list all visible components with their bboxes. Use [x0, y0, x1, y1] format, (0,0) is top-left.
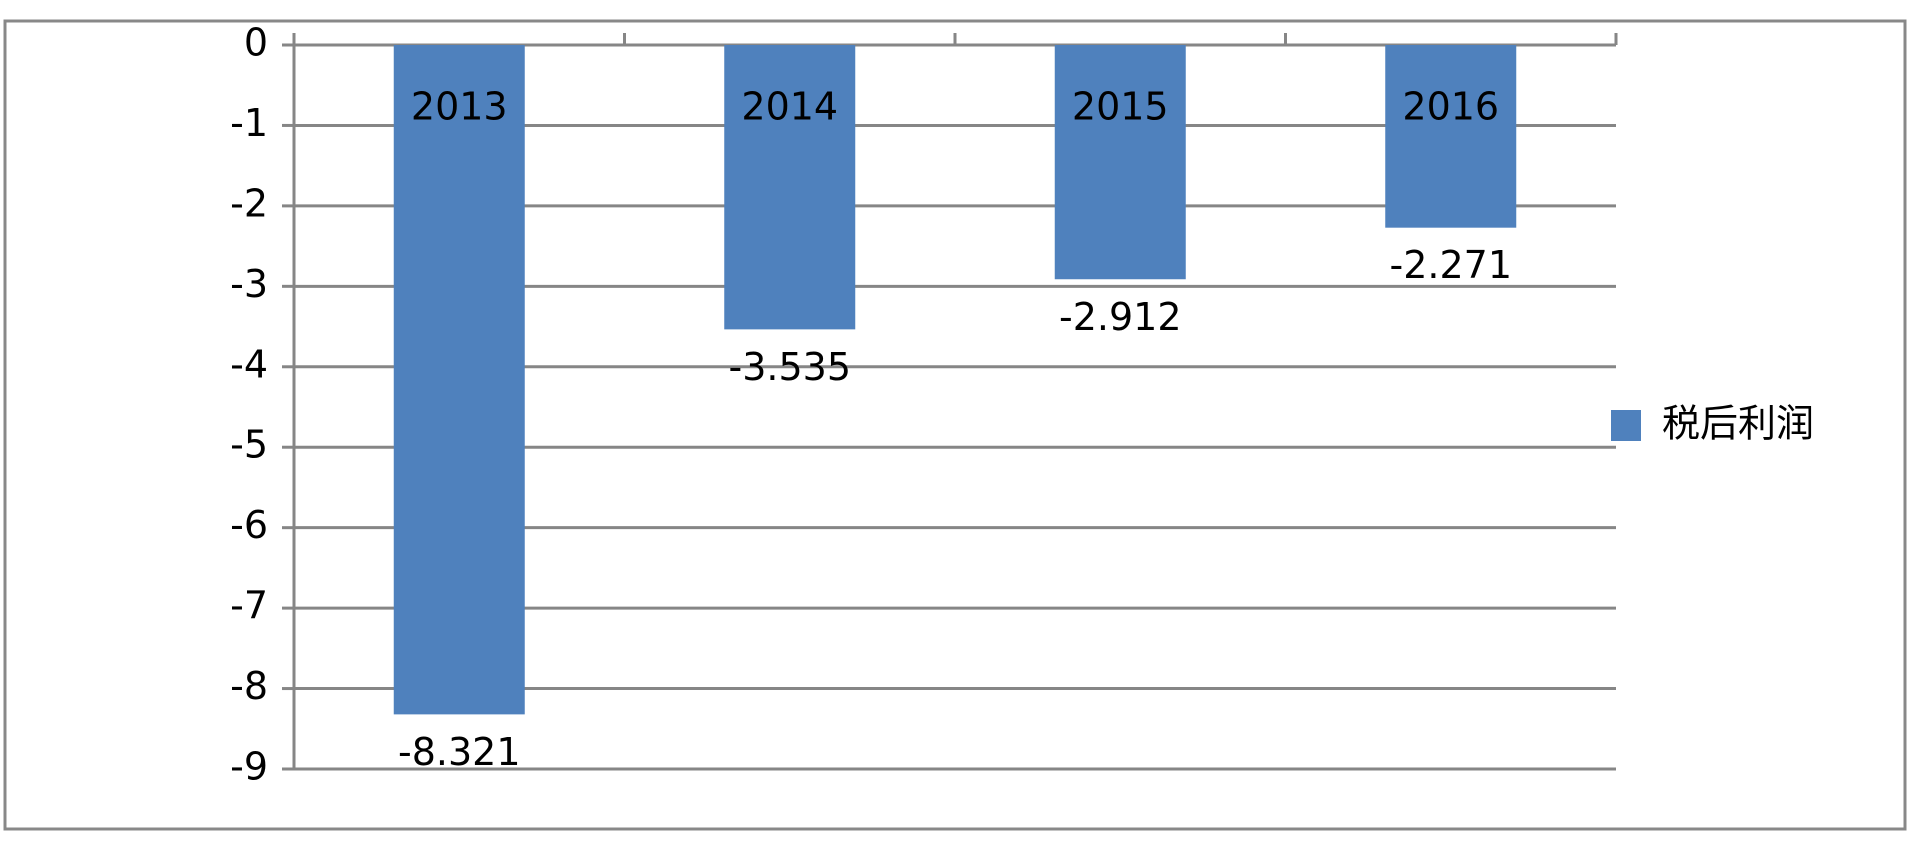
y-tick-label: -1	[230, 101, 268, 145]
legend-swatch	[1611, 410, 1641, 441]
y-tick-label: -8	[230, 664, 268, 708]
bar	[1054, 45, 1186, 280]
y-tick-label: -7	[230, 584, 268, 628]
legend-label: 税后利润	[1662, 402, 1814, 446]
y-tick-label: -2	[230, 181, 268, 225]
y-tick-label: 0	[244, 21, 268, 65]
x-tick-label: 2013	[411, 85, 508, 129]
value-label: -3.535	[729, 345, 852, 389]
value-label: -2.912	[1059, 295, 1182, 339]
x-tick-label: 2016	[1402, 85, 1499, 129]
value-label: -2.271	[1390, 243, 1513, 287]
chart-border	[3, 19, 1907, 831]
x-tick-label: 2014	[741, 85, 838, 129]
y-tick-label: -4	[230, 342, 268, 386]
y-tick-label: -9	[230, 745, 268, 789]
bar	[1385, 45, 1517, 228]
y-tick-label: -3	[230, 262, 268, 306]
bar	[393, 45, 525, 715]
y-tick-label: -5	[230, 423, 268, 467]
y-tick-label: -6	[230, 503, 268, 547]
value-label: -8.321	[398, 730, 521, 774]
bar	[724, 45, 856, 330]
x-tick-label: 2015	[1072, 85, 1169, 129]
